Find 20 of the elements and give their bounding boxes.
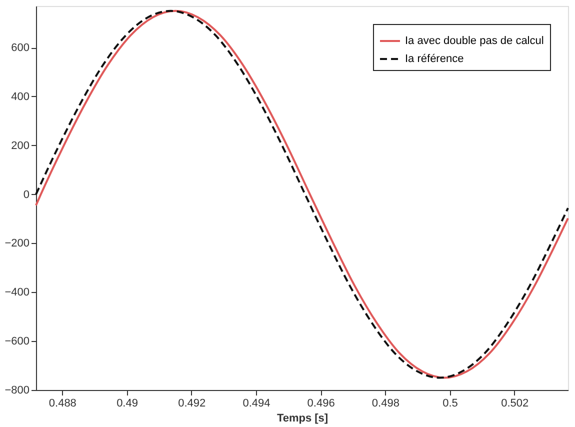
legend-label: Ia référence (405, 53, 464, 65)
x-tick-label: 0.496 (307, 398, 335, 410)
x-tick-label: 0.498 (372, 398, 400, 410)
x-tick-label: 0.494 (242, 398, 270, 410)
y-tick-label: 200 (11, 140, 30, 152)
y-tick-label: 400 (11, 90, 30, 103)
x-tick-label: 0.488 (48, 398, 76, 410)
legend-label: Ia avec double pas de calcul (405, 35, 544, 47)
y-tick-label: 600 (11, 42, 30, 54)
x-tick-label: 0.5 (442, 398, 458, 410)
y-tick-label: −400 (4, 286, 30, 299)
x-axis-title: Temps [s] (276, 412, 328, 424)
x-tick-label: 0.492 (178, 398, 206, 410)
y-tick-label: 0 (23, 188, 30, 201)
line-series (35, 10, 569, 379)
x-tick-label: 0.502 (501, 398, 529, 410)
y-tick-label: −800 (4, 384, 30, 396)
y-tick-label: −600 (4, 336, 30, 348)
x-tick-label: 0.49 (116, 398, 138, 410)
y-tick-label: −200 (4, 238, 30, 250)
